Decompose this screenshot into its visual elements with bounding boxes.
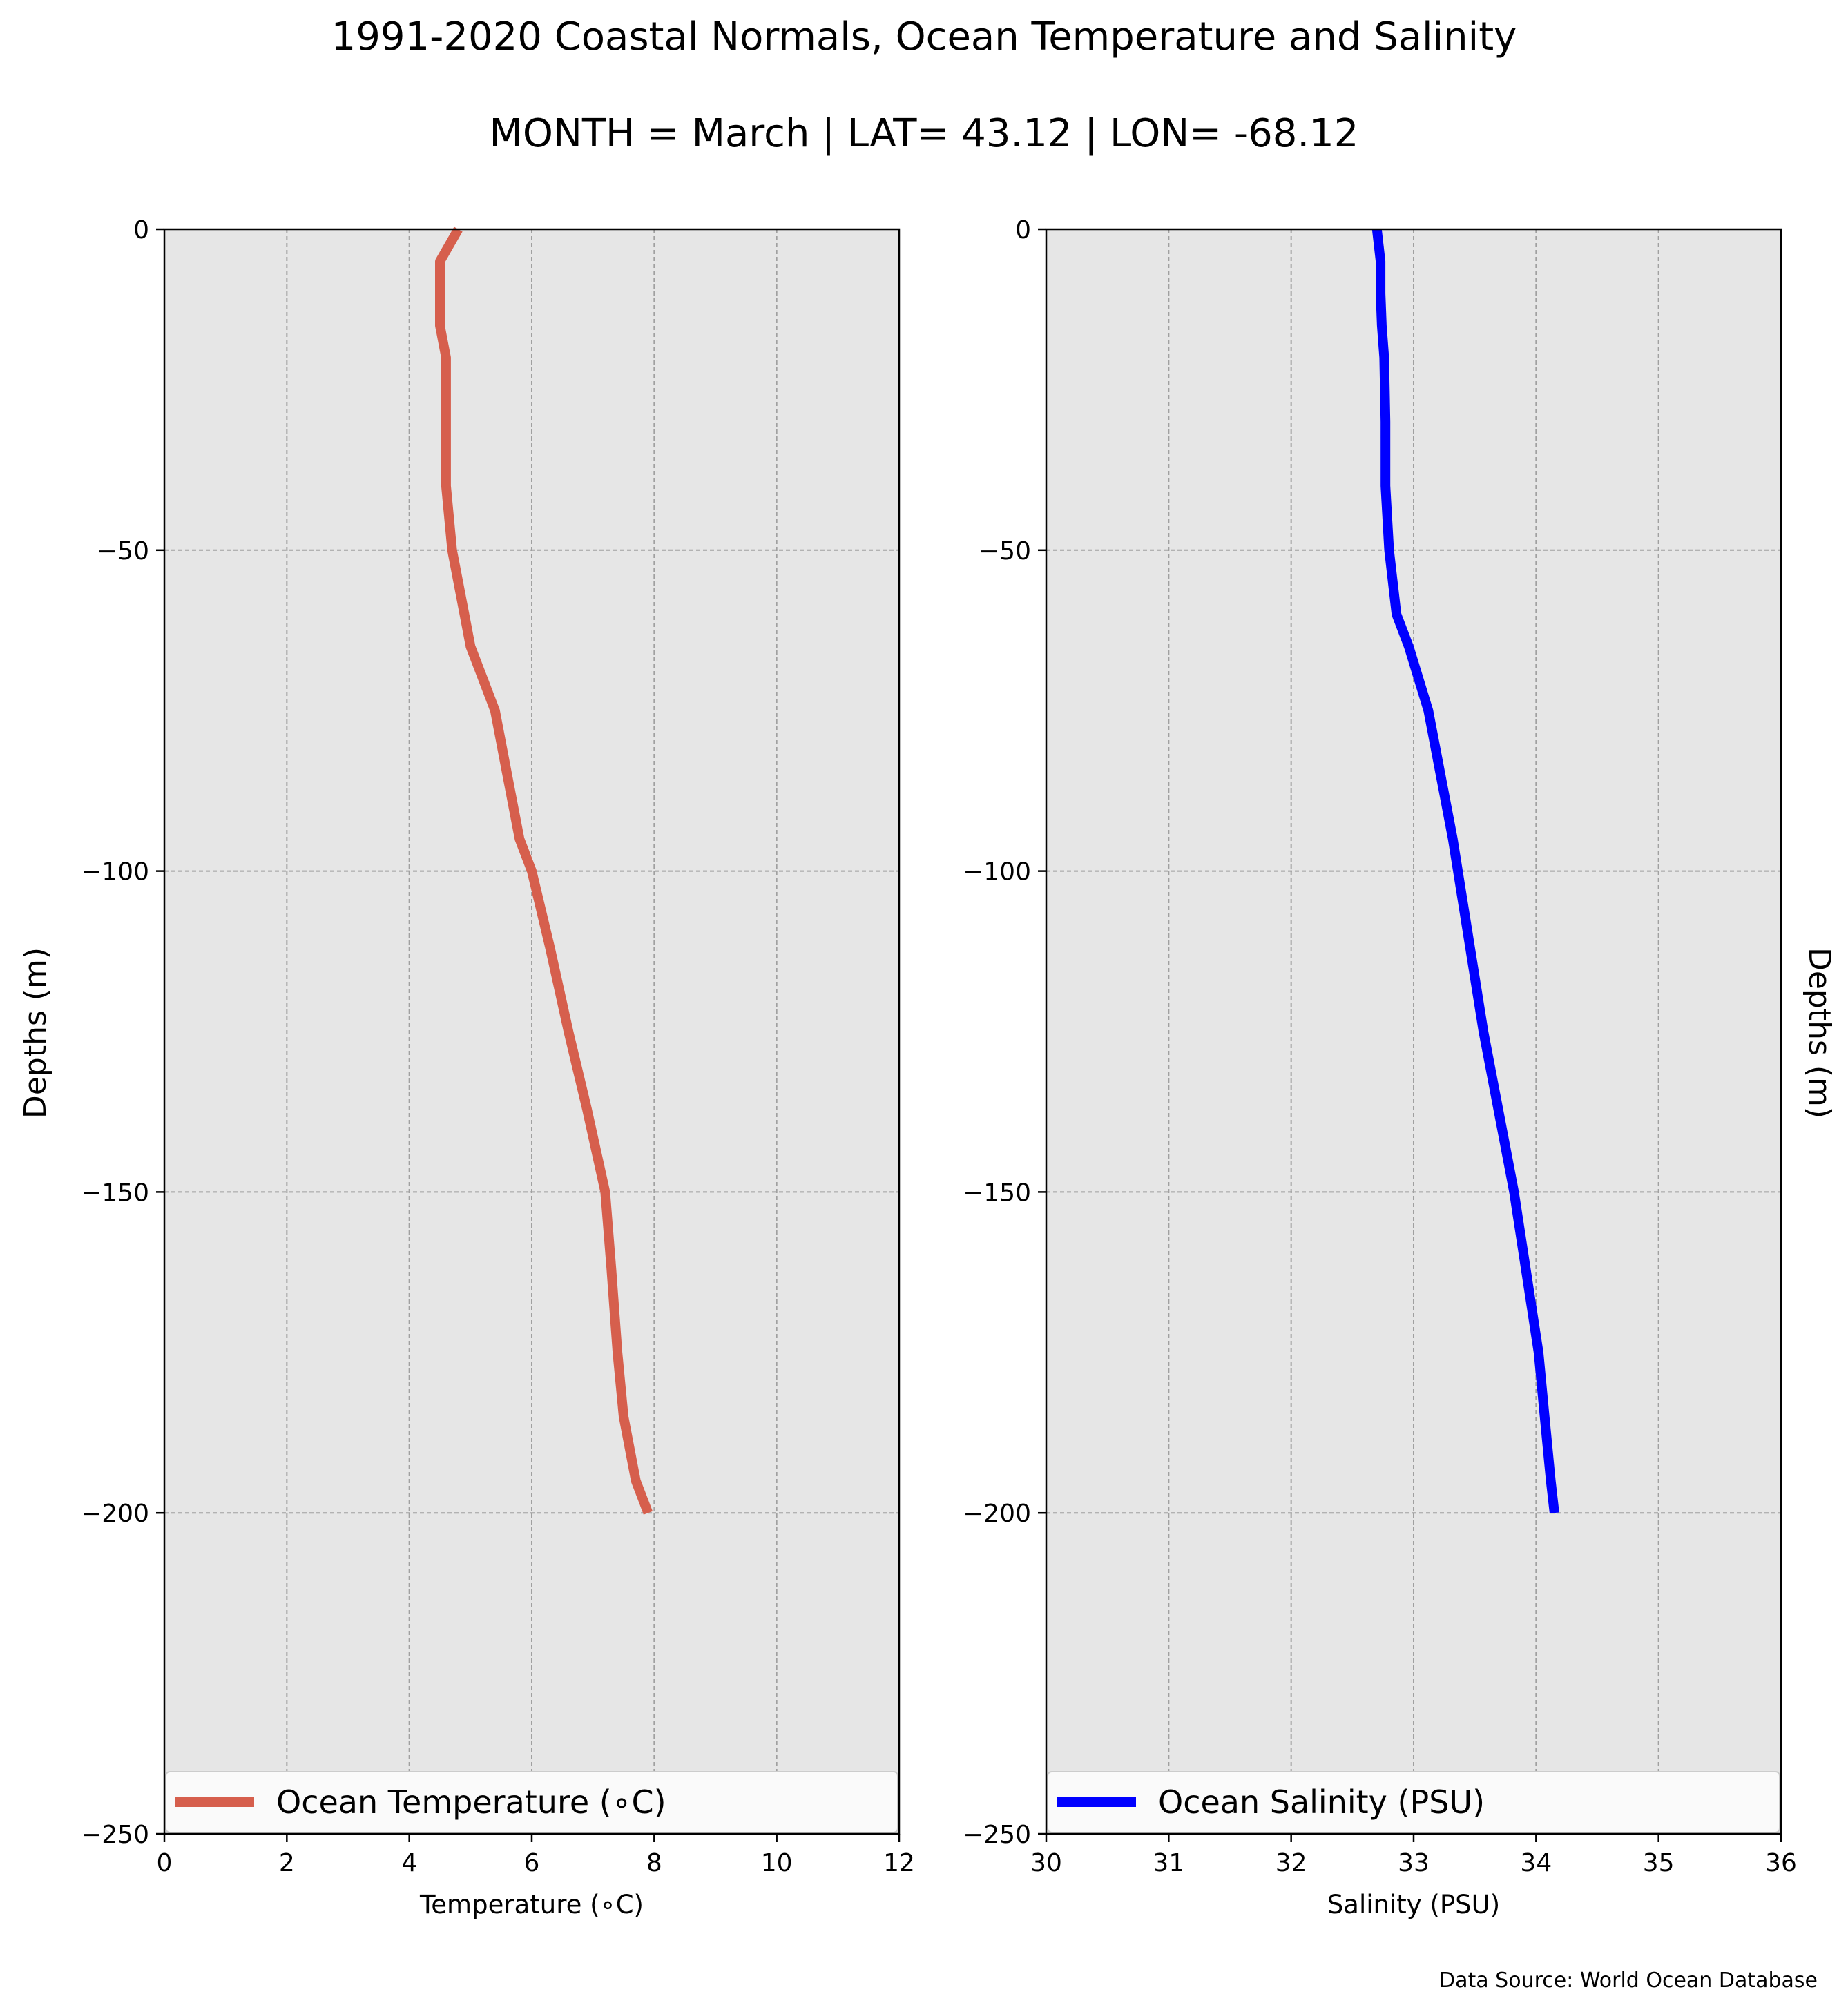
- right-y-axis-label: Depths (m): [1802, 947, 1837, 1119]
- y-tick-label: −150: [963, 1179, 1031, 1207]
- data-source-note: Data Source: World Ocean Database: [1439, 1968, 1818, 1993]
- figure-title: 1991-2020 Coastal Normals, Ocean Tempera…: [331, 14, 1517, 59]
- y-tick-label: −100: [81, 858, 149, 887]
- y-tick-label: −50: [979, 537, 1031, 565]
- x-tick-label: 8: [646, 1849, 662, 1877]
- x-tick-label: 0: [157, 1849, 173, 1877]
- x-tick-label: 6: [524, 1849, 540, 1877]
- x-tick-label: 10: [761, 1849, 793, 1877]
- x-tick-label: 12: [883, 1849, 915, 1877]
- y-tick-label: −150: [81, 1179, 149, 1207]
- x-tick-label: 33: [1398, 1849, 1430, 1877]
- series-line-0: [435, 226, 653, 1515]
- y-tick-label: −200: [81, 1500, 149, 1528]
- left-y-axis-label: Depths (m): [18, 947, 53, 1119]
- x-tick-label: 4: [401, 1849, 417, 1877]
- series-line-0: [1371, 229, 1559, 1513]
- x-tick-label: 30: [1030, 1849, 1062, 1877]
- legend: Ocean Temperature (∘C): [165, 1771, 898, 1833]
- x-tick-label: 31: [1153, 1849, 1184, 1877]
- figure-subtitle: MONTH = March | LAT= 43.12 | LON= -68.12: [490, 111, 1359, 156]
- y-tick-label: 0: [133, 216, 149, 244]
- x-axis-label: Salinity (PSU): [1327, 1890, 1500, 1919]
- x-tick-label: 34: [1520, 1849, 1552, 1877]
- x-tick-label: 36: [1765, 1849, 1797, 1877]
- legend-label: Ocean Temperature (∘C): [276, 1783, 666, 1821]
- legend-label: Ocean Salinity (PSU): [1158, 1783, 1485, 1821]
- x-tick-label: 35: [1643, 1849, 1675, 1877]
- y-tick-label: −250: [963, 1821, 1031, 1849]
- salinity-chart: Ocean Salinity (PSU) 30 31 32 33 34 35 36 0 −50 −1…: [963, 216, 1797, 1919]
- y-tick-label: −200: [963, 1500, 1031, 1528]
- y-tick-label: −50: [97, 537, 149, 565]
- y-tick-label: 0: [1015, 216, 1031, 244]
- legend: Ocean Salinity (PSU): [1047, 1771, 1780, 1833]
- x-axis-label: Temperature (∘C): [419, 1890, 644, 1919]
- x-tick-label: 32: [1276, 1849, 1307, 1877]
- legend-box: [165, 1771, 898, 1833]
- legend-box: [1047, 1771, 1780, 1833]
- temperature-chart: Ocean Temperature (∘C) 0 2 4 6 8 10 12 0 −50 −100 −…: [81, 216, 915, 1919]
- y-tick-label: −100: [963, 858, 1031, 887]
- x-tick-label: 2: [279, 1849, 295, 1877]
- y-tick-label: −250: [81, 1821, 149, 1849]
